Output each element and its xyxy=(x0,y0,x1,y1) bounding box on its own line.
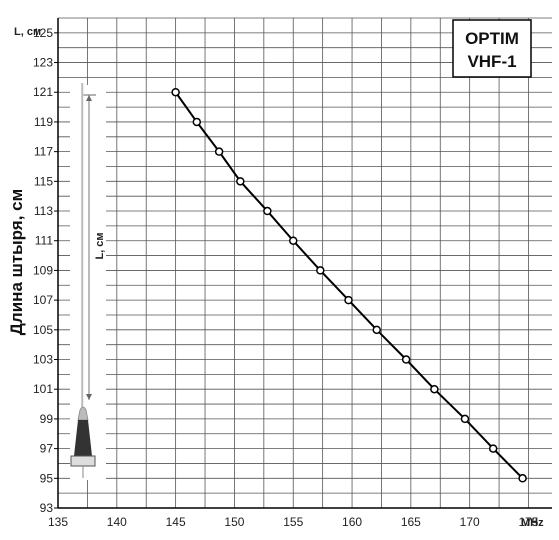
y-tick-label: 97 xyxy=(40,442,54,456)
data-point xyxy=(236,177,245,186)
y-tick-label: 125 xyxy=(33,26,53,40)
chart-series xyxy=(171,87,527,483)
antenna-tip-icon xyxy=(77,406,89,421)
antenna-base-icon xyxy=(70,455,96,467)
y-unit-label: L, см xyxy=(14,26,41,38)
x-tick-label: 160 xyxy=(342,515,362,529)
data-point xyxy=(171,87,180,97)
y-tick-label: 109 xyxy=(33,263,53,277)
y-axis-title: Длина штыря, см xyxy=(7,189,26,335)
x-tick-label: 155 xyxy=(283,515,303,529)
antenna-body-icon xyxy=(74,420,92,456)
x-tick-label: 145 xyxy=(166,515,186,529)
data-point xyxy=(372,325,381,335)
chart-grid xyxy=(57,17,552,509)
series-line xyxy=(174,91,524,480)
y-tick-label: 111 xyxy=(35,234,54,248)
data-point xyxy=(430,384,439,394)
y-tick-label: 117 xyxy=(34,145,53,159)
y-tick-label: 123 xyxy=(33,56,53,70)
x-tick-label: 140 xyxy=(107,515,127,529)
y-tick-label: 115 xyxy=(34,174,53,188)
data-point xyxy=(518,474,527,483)
antenna-backdrop xyxy=(70,85,106,480)
data-point xyxy=(401,355,411,364)
data-point xyxy=(344,295,353,305)
y-tick-label: 95 xyxy=(40,471,54,485)
x-tick-label: 165 xyxy=(401,515,421,529)
data-point xyxy=(288,236,298,245)
y-tick-label: 113 xyxy=(34,204,53,218)
data-point xyxy=(488,444,498,453)
x-tick-label: 170 xyxy=(460,515,480,529)
antenna-illustration: L, см xyxy=(70,83,106,480)
y-tick-label: 99 xyxy=(40,412,54,426)
x-tick-label: 150 xyxy=(224,515,244,529)
dimension-arrow-up-icon xyxy=(86,95,92,101)
x-tick-label: 175 xyxy=(518,515,538,529)
data-point xyxy=(192,117,202,127)
y-tick-label: 93 xyxy=(40,501,54,515)
y-tick-label: 107 xyxy=(33,293,53,307)
y-tick-label: 121 xyxy=(33,85,53,99)
x-tick-labels: 135 140 145 150 155 160 165 170 175 xyxy=(48,515,539,529)
data-point xyxy=(316,266,325,275)
antenna-length-label: L, см xyxy=(94,232,106,259)
y-tick-label: 103 xyxy=(33,353,53,367)
data-point xyxy=(214,147,224,156)
data-point xyxy=(460,414,470,424)
y-tick-label: 105 xyxy=(33,323,53,337)
x-tick-label: 135 xyxy=(48,515,68,529)
brand-line-2: VHF-1 xyxy=(467,52,516,71)
x-unit-label: MHz xyxy=(521,517,544,529)
y-tick-label: 101 xyxy=(33,382,53,396)
brand-box: OPTIM VHF-1 xyxy=(452,19,532,78)
brand-line-1: OPTIM xyxy=(465,29,519,48)
y-tick-labels: 93 95 97 99 101 103 105 107 109 111 113 115 117 119 12… xyxy=(33,26,58,515)
data-point xyxy=(263,206,272,216)
dimension-arrow-down-icon xyxy=(86,394,92,400)
y-tick-label: 119 xyxy=(34,115,53,129)
